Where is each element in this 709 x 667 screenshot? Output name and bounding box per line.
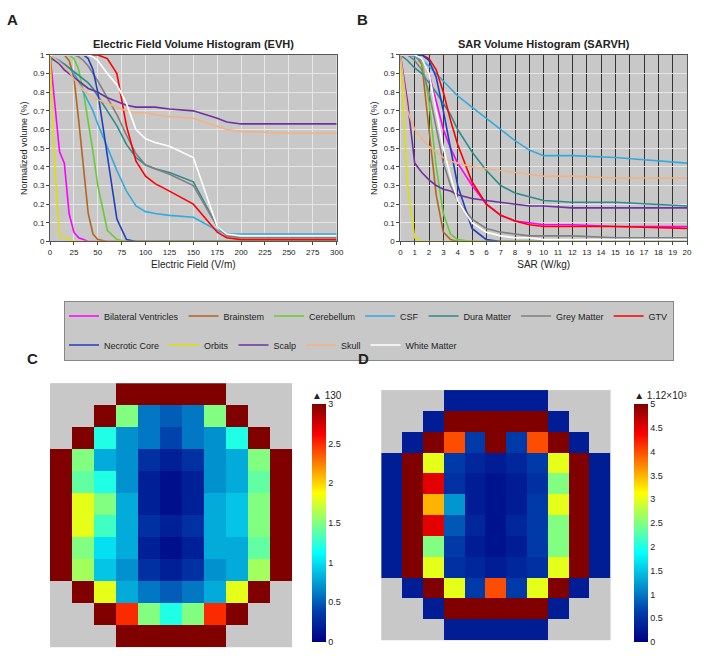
svg-text:2: 2 (650, 542, 655, 552)
svg-text:0.6: 0.6 (33, 125, 45, 134)
svg-text:1.5: 1.5 (650, 566, 663, 576)
svg-text:0.2: 0.2 (384, 200, 396, 209)
svg-text:0.7: 0.7 (33, 107, 45, 116)
svg-text:D: D (358, 350, 369, 367)
svg-text:14: 14 (597, 248, 606, 257)
svg-text:1: 1 (390, 51, 395, 60)
svg-text:0: 0 (328, 637, 333, 647)
svg-text:25: 25 (69, 248, 78, 257)
svg-text:Cerebellum: Cerebellum (309, 312, 355, 322)
svg-text:225: 225 (258, 248, 272, 257)
svg-text:50: 50 (93, 248, 102, 257)
svg-text:Normalized volume (%): Normalized volume (%) (369, 101, 379, 195)
svg-text:Normalized volume (%): Normalized volume (%) (19, 101, 29, 195)
svg-text:A: A (7, 11, 18, 28)
svg-text:Bilateral Ventricles: Bilateral Ventricles (104, 312, 179, 322)
svg-text:300: 300 (330, 248, 344, 257)
svg-text:White Matter: White Matter (406, 341, 457, 351)
svg-text:GTV: GTV (649, 312, 668, 322)
svg-text:0.1: 0.1 (33, 219, 45, 228)
svg-text:0.2: 0.2 (33, 200, 45, 209)
svg-text:9: 9 (527, 248, 532, 257)
svg-text:2.5: 2.5 (328, 439, 341, 449)
svg-text:0: 0 (48, 248, 53, 257)
svg-text:7: 7 (498, 248, 503, 257)
svg-text:0.7: 0.7 (384, 107, 396, 116)
svg-text:Brainstem: Brainstem (224, 312, 265, 322)
svg-text:200: 200 (234, 248, 248, 257)
svg-text:1.5: 1.5 (328, 518, 341, 528)
svg-text:0: 0 (398, 248, 403, 257)
svg-text:1: 1 (40, 51, 45, 60)
svg-text:0.9: 0.9 (33, 69, 45, 78)
svg-text:1: 1 (328, 558, 333, 568)
svg-text:0.5: 0.5 (328, 597, 341, 607)
svg-text:0.4: 0.4 (384, 163, 396, 172)
svg-text:▲ 130: ▲ 130 (312, 390, 342, 401)
svg-text:4: 4 (455, 248, 460, 257)
svg-text:125: 125 (163, 248, 177, 257)
svg-text:CSF: CSF (400, 312, 419, 322)
svg-text:0.1: 0.1 (384, 219, 396, 228)
svg-text:250: 250 (282, 248, 296, 257)
svg-text:SAR (W/kg): SAR (W/kg) (517, 259, 570, 270)
svg-text:17: 17 (640, 248, 649, 257)
svg-text:3.5: 3.5 (650, 471, 663, 481)
svg-text:0.8: 0.8 (33, 88, 45, 97)
svg-text:5: 5 (650, 399, 655, 409)
svg-text:4.5: 4.5 (650, 423, 663, 433)
svg-text:1: 1 (650, 590, 655, 600)
svg-text:5: 5 (470, 248, 475, 257)
svg-text:3: 3 (650, 494, 655, 504)
svg-text:16: 16 (625, 248, 634, 257)
svg-text:175: 175 (211, 248, 225, 257)
svg-text:18: 18 (654, 248, 663, 257)
svg-text:19: 19 (668, 248, 677, 257)
svg-text:2: 2 (328, 478, 333, 488)
svg-text:0: 0 (40, 237, 45, 246)
svg-text:3: 3 (441, 248, 446, 257)
svg-text:Necrotic Core: Necrotic Core (104, 341, 159, 351)
svg-text:Electric Field (V/m): Electric Field (V/m) (151, 259, 235, 270)
svg-text:Grey Matter: Grey Matter (556, 312, 604, 322)
svg-text:4: 4 (650, 447, 655, 457)
svg-text:0.6: 0.6 (384, 125, 396, 134)
svg-text:2: 2 (427, 248, 432, 257)
svg-text:0: 0 (390, 237, 395, 246)
svg-text:0.3: 0.3 (33, 181, 45, 190)
svg-text:150: 150 (187, 248, 201, 257)
svg-text:8: 8 (513, 248, 518, 257)
svg-text:10: 10 (539, 248, 548, 257)
svg-text:0.5: 0.5 (650, 613, 663, 623)
svg-text:0.5: 0.5 (384, 144, 396, 153)
svg-text:C: C (27, 350, 38, 367)
svg-text:Skull: Skull (341, 341, 361, 351)
svg-text:275: 275 (306, 248, 320, 257)
svg-text:Dura Matter: Dura Matter (464, 312, 512, 322)
svg-text:11: 11 (554, 248, 563, 257)
svg-text:0.9: 0.9 (384, 69, 396, 78)
svg-text:12: 12 (568, 248, 577, 257)
svg-text:1: 1 (412, 248, 417, 257)
svg-text:100: 100 (139, 248, 153, 257)
svg-text:75: 75 (117, 248, 126, 257)
svg-text:SAR Volume Histogram (SARVH): SAR Volume Histogram (SARVH) (458, 38, 630, 50)
svg-text:0.3: 0.3 (384, 181, 396, 190)
svg-text:▲ 1.12×10³: ▲ 1.12×10³ (634, 390, 687, 401)
svg-text:Orbits: Orbits (204, 341, 229, 351)
svg-text:0.5: 0.5 (33, 144, 45, 153)
svg-text:Electric Field Volume Histogra: Electric Field Volume Histogram (EVH) (93, 38, 294, 50)
svg-text:3: 3 (328, 399, 333, 409)
svg-text:0.4: 0.4 (33, 163, 45, 172)
svg-text:13: 13 (582, 248, 591, 257)
svg-text:0.8: 0.8 (384, 88, 396, 97)
svg-text:2.5: 2.5 (650, 518, 663, 528)
svg-text:20: 20 (683, 248, 692, 257)
svg-text:0: 0 (650, 637, 655, 647)
svg-text:B: B (357, 11, 368, 28)
svg-text:6: 6 (484, 248, 489, 257)
svg-text:Scalp: Scalp (274, 341, 297, 351)
svg-text:15: 15 (611, 248, 620, 257)
